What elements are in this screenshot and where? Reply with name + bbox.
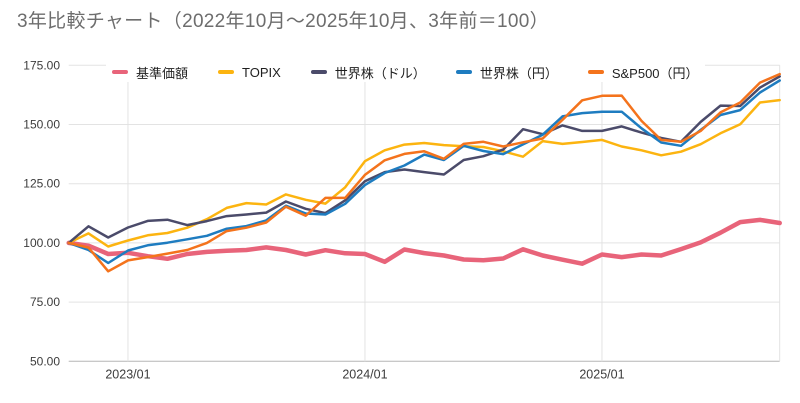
legend-marker-world-jpy	[455, 70, 472, 74]
series-line-sp500-jpy	[67, 72, 781, 273]
legend-marker-world-usd	[310, 70, 327, 74]
legend-marker-fund-nav	[112, 70, 128, 74]
y-axis-tick-label: 50.00	[30, 354, 60, 368]
y-axis-tick-label: 125.00	[23, 177, 60, 191]
y-axis-tick-label: 150.00	[23, 118, 60, 132]
y-axis-tick-label: 100.00	[23, 236, 60, 250]
legend-label: TOPIX	[242, 64, 281, 80]
x-axis-tick-label: 2023/01	[105, 367, 150, 381]
series-line-world-jpy	[67, 79, 781, 265]
series-line-world-usd	[67, 75, 781, 245]
chart-title: 3年比較チャート（2022年10月～2025年10月、3年前＝100）	[17, 11, 549, 32]
x-axis-tick-label: 2025/01	[579, 367, 624, 381]
legend-label: S&P500（円）	[611, 65, 699, 81]
chart-legend: 基準価額 TOPIX 世界株（ドル） 世界株（円） S&P500（円）	[106, 62, 705, 82]
legend-label: 世界株（円）	[479, 65, 558, 81]
legend-item-fund-nav: 基準価額	[112, 63, 188, 82]
x-axis-tick-label: 2024/01	[342, 367, 387, 381]
legend-item-world-usd: 世界株（ドル）	[310, 63, 426, 82]
legend-item-topix: TOPIX	[218, 65, 281, 80]
y-axis-tick-label: 75.00	[30, 295, 60, 309]
legend-label: 基準価額	[136, 65, 189, 81]
legend-marker-sp500-jpy	[587, 70, 604, 74]
y-axis-tick-label: 175.00	[23, 58, 60, 72]
legend-item-sp500-jpy: S&P500（円）	[587, 63, 699, 82]
legend-label: 世界株（ドル）	[334, 65, 426, 81]
series-line-topix	[67, 98, 781, 248]
legend-marker-topix	[218, 70, 235, 74]
series-line-fund-nav	[66, 217, 782, 266]
legend-item-world-jpy: 世界株（円）	[455, 63, 558, 82]
